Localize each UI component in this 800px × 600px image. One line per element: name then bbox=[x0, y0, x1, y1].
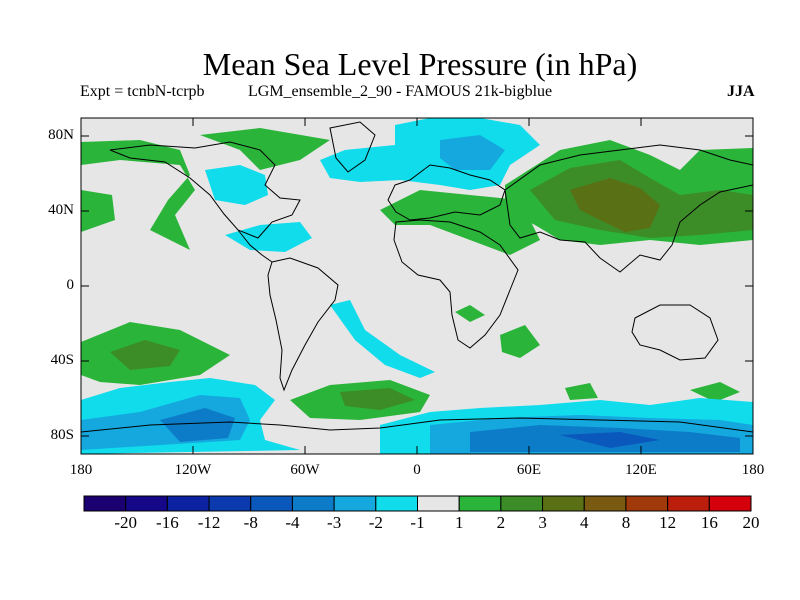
experiment-label: Expt = tcnbN-tcrpb bbox=[80, 83, 205, 100]
colorbar-swatch bbox=[458, 495, 502, 512]
positive-region-indian-south bbox=[565, 383, 598, 400]
colorbar-label: -12 bbox=[197, 513, 221, 532]
colorbar-label: -20 bbox=[114, 513, 138, 532]
colorbar-label: -3 bbox=[327, 513, 342, 532]
colorbar-label: 2 bbox=[496, 513, 506, 532]
colorbar-label: -2 bbox=[368, 513, 383, 532]
lat-label-0: 0 bbox=[66, 277, 75, 293]
positive-region-west-edge bbox=[81, 190, 115, 232]
colorbar-swatch bbox=[208, 495, 252, 512]
north-america-coast bbox=[109, 141, 301, 239]
axis-ticks bbox=[81, 118, 753, 454]
negative-region-caribbean bbox=[225, 222, 312, 252]
lat-label-40s: 40S bbox=[50, 352, 74, 368]
lon-label-180-east: 180 bbox=[741, 462, 765, 478]
negative-region-arctic-core bbox=[440, 135, 505, 170]
colorbar-swatch bbox=[625, 495, 669, 512]
colorbar-swatch bbox=[417, 495, 460, 512]
south-america-coast bbox=[267, 257, 339, 392]
antarctica-coast bbox=[81, 417, 753, 433]
colorbar-label: 8 bbox=[621, 513, 631, 532]
colorbar-label: -1 bbox=[410, 513, 425, 532]
lat-label-80n: 80N bbox=[48, 127, 74, 143]
map-frame bbox=[80, 117, 754, 455]
season-label: JJA bbox=[727, 83, 755, 100]
colorbar-swatch bbox=[83, 495, 127, 512]
positive-region-north-pacific bbox=[81, 140, 195, 250]
negative-region-southern-ocean-4 bbox=[560, 432, 660, 448]
positive-region-south-pacific-core bbox=[110, 340, 180, 370]
positive-region-australia-south bbox=[690, 382, 740, 402]
colorbar-swatch bbox=[250, 495, 293, 512]
lon-label-60w: 60W bbox=[290, 462, 320, 478]
lon-label-60e: 60E bbox=[516, 462, 542, 478]
positive-region-europe bbox=[380, 190, 540, 255]
colorbar-label: 12 bbox=[659, 513, 677, 532]
colorbar-swatch bbox=[583, 495, 627, 512]
lat-label-80s: 80S bbox=[50, 427, 74, 443]
colorbar-label: 16 bbox=[700, 513, 718, 532]
colorbar-label: 3 bbox=[538, 513, 547, 532]
negative-region-south-atlantic-tongue bbox=[330, 300, 435, 378]
colorbar-label: 20 bbox=[742, 513, 760, 532]
lon-label-120w: 120W bbox=[174, 462, 212, 478]
positive-region-asia-max bbox=[570, 178, 660, 232]
colorbar-swatch bbox=[500, 495, 544, 512]
coastlines bbox=[81, 121, 753, 433]
negative-region-south-pacific-3 bbox=[160, 408, 235, 442]
colorbar-swatch bbox=[667, 495, 710, 512]
central-america-coast bbox=[237, 229, 273, 263]
lat-label-40n: 40N bbox=[48, 202, 74, 218]
colorbar-label: -8 bbox=[243, 513, 258, 532]
colorbar-label: 4 bbox=[580, 513, 589, 532]
negative-region-north-america bbox=[205, 165, 268, 205]
colorbar-swatch bbox=[125, 495, 168, 512]
colorbar-swatch bbox=[542, 495, 585, 512]
colorbar-swatch bbox=[375, 495, 418, 512]
colorbar-label: -16 bbox=[156, 513, 179, 532]
lon-label-120e: 120E bbox=[625, 462, 657, 478]
map-title: Mean Sea Level Pressure (in hPa) bbox=[202, 46, 638, 82]
colorbar-swatch bbox=[291, 495, 335, 512]
colorbar-label: 1 bbox=[454, 513, 464, 532]
ensemble-label: LGM_ensemble_2_90 - FAMOUS 21k-bigblue bbox=[248, 83, 553, 100]
colorbar-label: -4 bbox=[285, 513, 300, 532]
colorbar bbox=[83, 495, 752, 512]
europe-coast bbox=[387, 164, 506, 221]
greenland-coast bbox=[329, 121, 376, 173]
colorbar-swatch bbox=[708, 495, 752, 512]
australia-coast bbox=[631, 304, 719, 361]
asia-coast bbox=[504, 144, 753, 273]
africa-coast bbox=[393, 219, 519, 349]
colorbar-swatch bbox=[333, 495, 377, 512]
lon-label-180-west: 180 bbox=[69, 462, 93, 478]
lon-label-0: 0 bbox=[413, 462, 421, 478]
colorbar-swatch bbox=[166, 495, 210, 512]
positive-region-south-atlantic-core bbox=[340, 388, 415, 410]
positive-region-south-indian bbox=[500, 325, 540, 358]
positive-region-north-atlantic bbox=[200, 128, 330, 170]
positive-region-south-africa bbox=[455, 305, 485, 322]
negative-region-arctic bbox=[320, 118, 540, 190]
